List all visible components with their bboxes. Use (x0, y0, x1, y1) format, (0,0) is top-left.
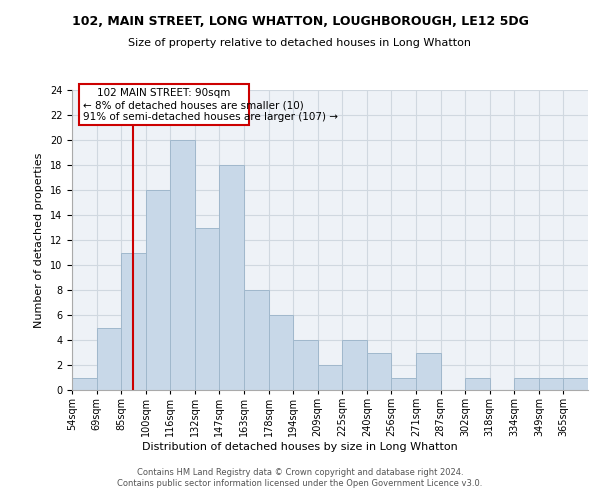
Bar (244, 290, 269, 390)
Bar (563, 378, 588, 390)
Text: 102 MAIN STREET: 90sqm: 102 MAIN STREET: 90sqm (97, 88, 231, 98)
Bar (72, 378, 97, 390)
Bar (465, 378, 490, 390)
Bar (220, 165, 244, 390)
Bar (367, 352, 391, 390)
Bar (269, 315, 293, 390)
Bar (391, 378, 416, 390)
Text: 91% of semi-detached houses are larger (107) →: 91% of semi-detached houses are larger (… (83, 112, 338, 122)
Bar (514, 378, 539, 390)
Bar (293, 340, 318, 390)
Y-axis label: Number of detached properties: Number of detached properties (34, 152, 44, 328)
FancyBboxPatch shape (79, 84, 249, 125)
Text: 102, MAIN STREET, LONG WHATTON, LOUGHBOROUGH, LE12 5DG: 102, MAIN STREET, LONG WHATTON, LOUGHBOR… (71, 15, 529, 28)
Text: Size of property relative to detached houses in Long Whatton: Size of property relative to detached ho… (128, 38, 472, 48)
Text: Distribution of detached houses by size in Long Whatton: Distribution of detached houses by size … (142, 442, 458, 452)
Bar (146, 190, 170, 390)
Bar (416, 352, 440, 390)
Bar (97, 328, 121, 390)
Bar (170, 140, 195, 390)
Bar (121, 252, 146, 390)
Text: Contains HM Land Registry data © Crown copyright and database right 2024.
Contai: Contains HM Land Registry data © Crown c… (118, 468, 482, 487)
Bar (342, 340, 367, 390)
Text: ← 8% of detached houses are smaller (10): ← 8% of detached houses are smaller (10) (83, 100, 304, 110)
Bar (318, 365, 342, 390)
Bar (195, 228, 220, 390)
Bar (539, 378, 563, 390)
